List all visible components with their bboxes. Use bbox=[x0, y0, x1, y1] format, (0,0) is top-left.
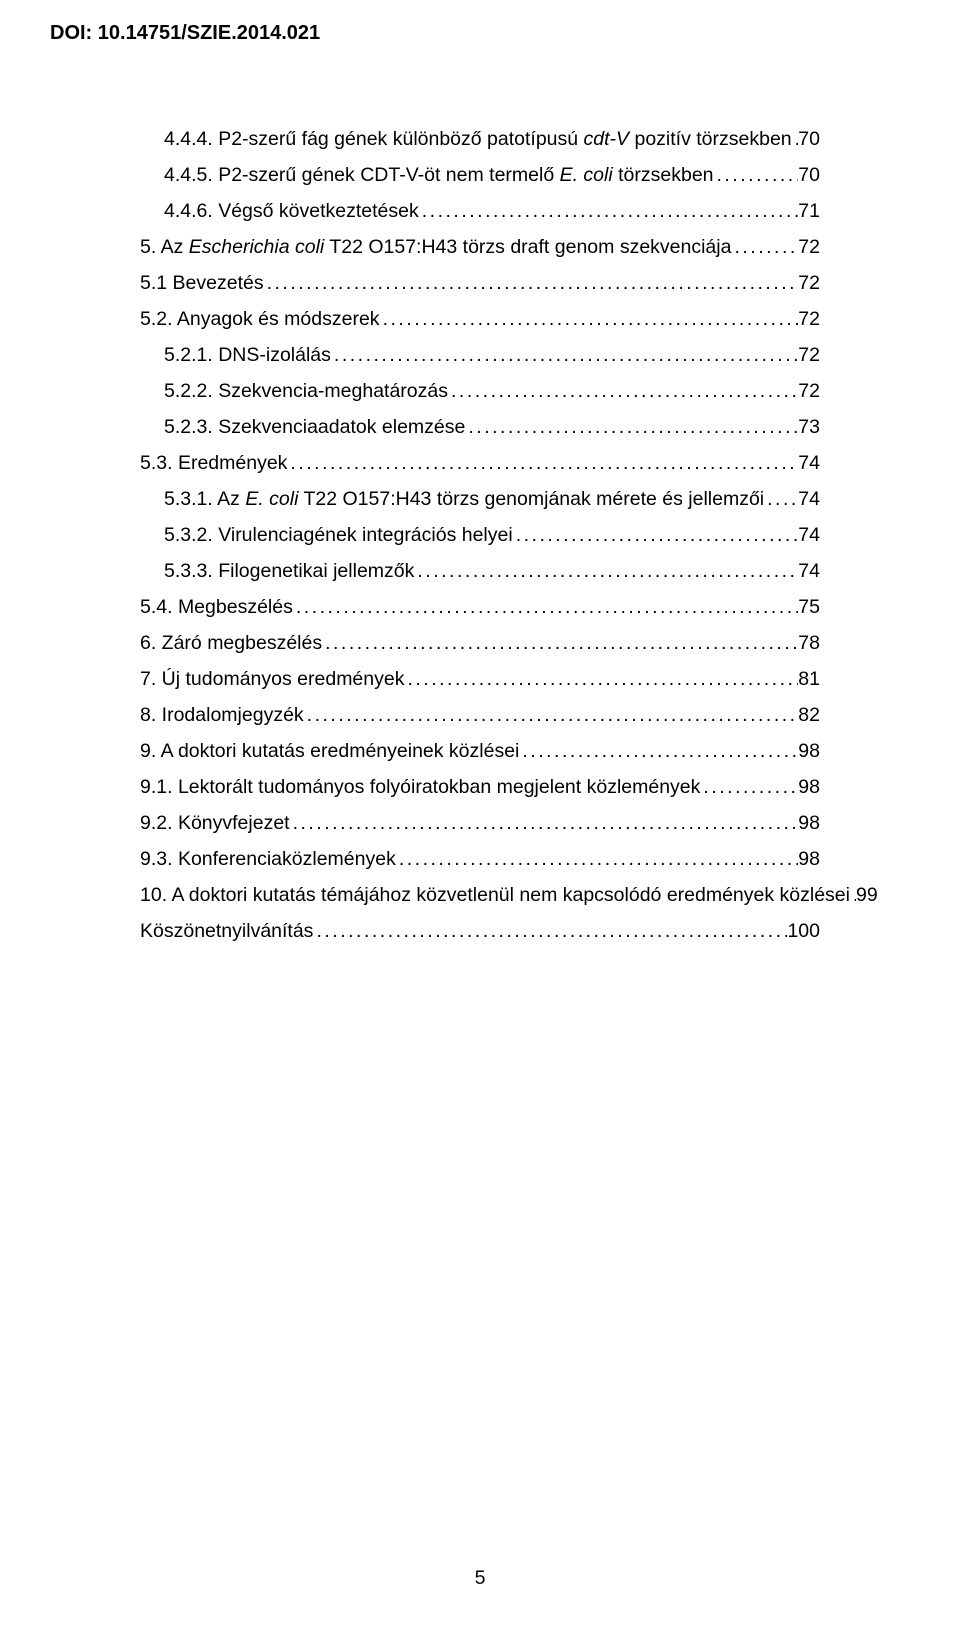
toc-leader-dots bbox=[448, 382, 798, 402]
table-of-contents: 4.4.4. P2-szerű fág gének különböző pato… bbox=[140, 130, 820, 958]
toc-entry-label: 10. A doktori kutatás témájához közvetle… bbox=[140, 886, 850, 906]
toc-entry-label: 9.1. Lektorált tudományos folyóiratokban… bbox=[140, 778, 700, 798]
toc-entry-page: 100 bbox=[787, 922, 820, 942]
toc-leader-dots bbox=[700, 778, 798, 798]
toc-leader-dots bbox=[313, 922, 787, 942]
toc-entry-label: 8. Irodalomjegyzék bbox=[140, 706, 304, 726]
toc-row: 9.1. Lektorált tudományos folyóiratokban… bbox=[140, 778, 820, 798]
toc-leader-dots bbox=[404, 670, 798, 690]
toc-entry-page: 98 bbox=[798, 814, 820, 834]
toc-leader-dots bbox=[304, 706, 799, 726]
toc-row: 5.3. Eredmények 74 bbox=[140, 454, 820, 474]
toc-entry-page: 81 bbox=[798, 670, 820, 690]
toc-entry-page: 78 bbox=[798, 634, 820, 654]
toc-row: 10. A doktori kutatás témájához közvetle… bbox=[140, 886, 820, 906]
toc-leader-dots bbox=[293, 598, 798, 618]
toc-entry-page: 99 bbox=[856, 886, 878, 906]
toc-entry-label: 5.3.2. Virulenciagének integrációs helye… bbox=[164, 526, 513, 546]
toc-entry-page: 74 bbox=[798, 526, 820, 546]
toc-row: 5. Az Escherichia coli T22 O157:H43 törz… bbox=[140, 238, 820, 258]
toc-entry-label: 5. Az Escherichia coli T22 O157:H43 törz… bbox=[140, 238, 731, 258]
toc-leader-dots bbox=[380, 310, 799, 330]
toc-row: 6. Záró megbeszélés 78 bbox=[140, 634, 820, 654]
toc-row: 9.2. Könyvfejezet 98 bbox=[140, 814, 820, 834]
toc-entry-page: 82 bbox=[798, 706, 820, 726]
toc-entry-page: 75 bbox=[798, 598, 820, 618]
toc-row: 5.2. Anyagok és módszerek 72 bbox=[140, 310, 820, 330]
toc-entry-label: 9.3. Konferenciaközlemények bbox=[140, 850, 396, 870]
document-page: DOI: 10.14751/SZIE.2014.021 4.4.4. P2-sz… bbox=[0, 0, 960, 1645]
toc-leader-dots bbox=[322, 634, 798, 654]
toc-leader-dots bbox=[513, 526, 799, 546]
toc-entry-label: 5.2.1. DNS-izolálás bbox=[164, 346, 331, 366]
toc-leader-dots bbox=[331, 346, 798, 366]
toc-row: Köszönetnyilvánítás 100 bbox=[140, 922, 820, 942]
toc-row: 5.3.3. Filogenetikai jellemzők 74 bbox=[140, 562, 820, 582]
toc-entry-label: 7. Új tudományos eredmények bbox=[140, 670, 404, 690]
toc-row: 5.2.1. DNS-izolálás 72 bbox=[140, 346, 820, 366]
toc-leader-dots bbox=[414, 562, 798, 582]
toc-leader-dots bbox=[465, 418, 798, 438]
toc-row: 5.2.2. Szekvencia-meghatározás 72 bbox=[140, 382, 820, 402]
toc-entry-page: 72 bbox=[798, 382, 820, 402]
page-number: 5 bbox=[0, 1567, 960, 1590]
toc-row: 5.4. Megbeszélés 75 bbox=[140, 598, 820, 618]
toc-row: 9.3. Konferenciaközlemények 98 bbox=[140, 850, 820, 870]
toc-entry-label: 5.2.2. Szekvencia-meghatározás bbox=[164, 382, 448, 402]
toc-entry-page: 72 bbox=[798, 274, 820, 294]
toc-row: 5.3.1. Az E. coli T22 O157:H43 törzs gen… bbox=[140, 490, 820, 510]
toc-entry-label: 5.3.3. Filogenetikai jellemzők bbox=[164, 562, 414, 582]
toc-entry-page: 98 bbox=[798, 778, 820, 798]
toc-entry-page: 72 bbox=[798, 310, 820, 330]
toc-row: 7. Új tudományos eredmények 81 bbox=[140, 670, 820, 690]
toc-entry-label: 6. Záró megbeszélés bbox=[140, 634, 322, 654]
toc-entry-label: 5.4. Megbeszélés bbox=[140, 598, 293, 618]
toc-entry-label: 4.4.6. Végső következtetések bbox=[164, 202, 419, 222]
toc-entry-page: 73 bbox=[798, 418, 820, 438]
toc-leader-dots bbox=[792, 130, 799, 150]
toc-row: 4.4.5. P2-szerű gének CDT-V-öt nem terme… bbox=[140, 166, 820, 186]
toc-entry-label: 5.3.1. Az E. coli T22 O157:H43 törzs gen… bbox=[164, 490, 764, 510]
toc-row: 8. Irodalomjegyzék 82 bbox=[140, 706, 820, 726]
toc-entry-page: 98 bbox=[798, 742, 820, 762]
toc-entry-label: 5.2.3. Szekvenciaadatok elemzése bbox=[164, 418, 465, 438]
toc-entry-label: Köszönetnyilvánítás bbox=[140, 922, 313, 942]
toc-entry-page: 72 bbox=[798, 238, 820, 258]
toc-leader-dots bbox=[287, 454, 798, 474]
toc-entry-label: 4.4.5. P2-szerű gének CDT-V-öt nem terme… bbox=[164, 166, 714, 186]
toc-leader-dots bbox=[731, 238, 798, 258]
toc-entry-label: 9.2. Könyvfejezet bbox=[140, 814, 290, 834]
toc-row: 5.3.2. Virulenciagének integrációs helye… bbox=[140, 526, 820, 546]
toc-leader-dots bbox=[396, 850, 798, 870]
doi-header: DOI: 10.14751/SZIE.2014.021 bbox=[50, 22, 320, 45]
toc-row: 5.2.3. Szekvenciaadatok elemzése 73 bbox=[140, 418, 820, 438]
toc-entry-label: 5.2. Anyagok és módszerek bbox=[140, 310, 380, 330]
toc-row: 9. A doktori kutatás eredményeinek közlé… bbox=[140, 742, 820, 762]
toc-entry-page: 74 bbox=[798, 490, 820, 510]
toc-leader-dots bbox=[419, 202, 799, 222]
toc-leader-dots bbox=[290, 814, 799, 834]
toc-entry-label: 9. A doktori kutatás eredményeinek közlé… bbox=[140, 742, 519, 762]
toc-entry-page: 72 bbox=[798, 346, 820, 366]
toc-row: 4.4.6. Végső következtetések 71 bbox=[140, 202, 820, 222]
toc-leader-dots bbox=[264, 274, 799, 294]
toc-entry-label: 5.3. Eredmények bbox=[140, 454, 287, 474]
toc-entry-label: 4.4.4. P2-szerű fág gének különböző pato… bbox=[164, 130, 792, 150]
toc-entry-page: 70 bbox=[798, 130, 820, 150]
toc-entry-page: 71 bbox=[798, 202, 820, 222]
toc-row: 5.1 Bevezetés 72 bbox=[140, 274, 820, 294]
toc-entry-page: 98 bbox=[798, 850, 820, 870]
toc-entry-page: 70 bbox=[798, 166, 820, 186]
toc-row: 4.4.4. P2-szerű fág gének különböző pato… bbox=[140, 130, 820, 150]
toc-leader-dots bbox=[764, 490, 798, 510]
toc-leader-dots bbox=[519, 742, 798, 762]
toc-entry-page: 74 bbox=[798, 562, 820, 582]
toc-leader-dots bbox=[714, 166, 799, 186]
toc-entry-label: 5.1 Bevezetés bbox=[140, 274, 264, 294]
toc-entry-page: 74 bbox=[798, 454, 820, 474]
